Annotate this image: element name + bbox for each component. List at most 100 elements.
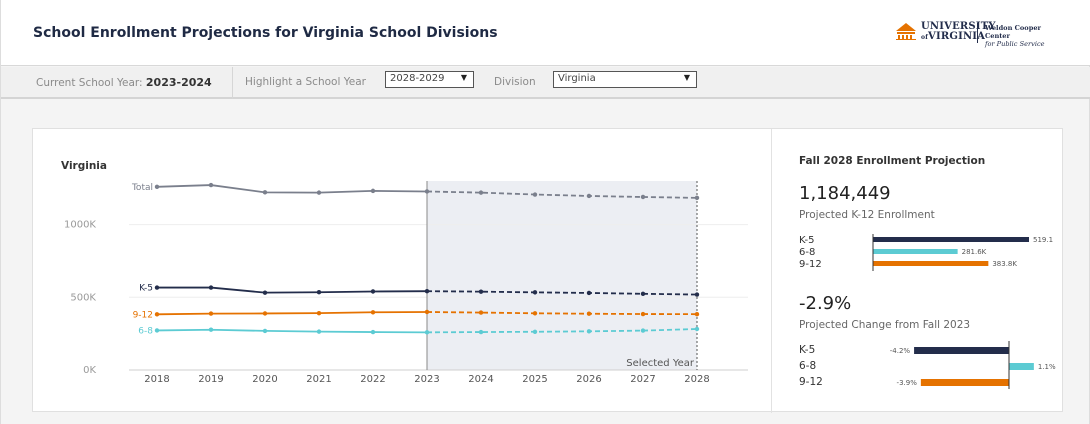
x-tick-label: 2019 (198, 374, 223, 385)
data-point (694, 326, 700, 332)
bar-category-label: 6-8 (799, 360, 816, 372)
series-line-actual (157, 286, 428, 294)
series-line-projected (426, 190, 698, 199)
chart-title: Virginia (61, 160, 107, 172)
division-select[interactable]: Virginia ▼ (553, 71, 697, 88)
bar-category-label: K-5 (799, 344, 815, 356)
division-value: Virginia (558, 73, 596, 84)
data-point (586, 290, 592, 296)
x-tick-label: 2028 (684, 374, 709, 385)
bar-value-label: 281.6K (962, 248, 987, 256)
change-bar-chart: K-5 -4.2% 6-8 1.1% 9-12 -3.9% (799, 341, 1056, 389)
university-wordmark: UNIVERSITY ofVIRGINIA (921, 22, 996, 43)
x-tick-label: 2020 (252, 374, 277, 385)
center-wordmark: Weldon Cooper Center for Public Service (985, 24, 1065, 48)
bar-value-label: 1.1% (1038, 363, 1056, 371)
data-point (694, 311, 700, 317)
series-line-actual (156, 311, 428, 316)
data-point (586, 311, 592, 316)
data-point (640, 311, 646, 317)
logo-center-line1: Weldon Cooper Center (985, 24, 1041, 40)
bar (914, 347, 1009, 354)
projection-value: 1,184,449 (799, 183, 891, 204)
bar-value-label: 519.1K (1033, 236, 1053, 244)
logo-virginia: VIRGINIA (927, 31, 986, 42)
data-point (424, 309, 430, 315)
data-point (316, 190, 322, 195)
x-tick-label: 2024 (468, 374, 493, 385)
logo-divider (977, 23, 978, 43)
highlight-year-select[interactable]: 2028-2029 ▼ (385, 71, 474, 88)
bar-value-label: -4.2% (890, 347, 911, 355)
data-point (154, 285, 160, 290)
data-point (586, 193, 592, 199)
projection-subtitle: Projected K-12 Enrollment (799, 209, 935, 221)
projection-title: Fall 2028 Enrollment Projection (799, 155, 986, 167)
series-label: 9-12 (133, 310, 153, 320)
logo-of: of (921, 34, 928, 41)
bar-category-label: K-5 (799, 235, 814, 246)
rotunda-icon (896, 23, 916, 40)
x-tick-label: 2021 (306, 374, 331, 385)
data-point (694, 195, 700, 201)
change-subtitle: Projected Change from Fall 2023 (799, 319, 971, 331)
bar-value-label: -3.9% (897, 379, 918, 387)
data-point (316, 290, 322, 295)
data-point (532, 329, 538, 334)
uva-weldon-cooper-logo[interactable]: UNIVERSITY ofVIRGINIA Weldon Cooper Cent… (895, 22, 1065, 48)
logo-university: UNIVERSITY (921, 21, 996, 32)
filter-bar: Current School Year: 2023-2024 Highlight… (1, 67, 1090, 99)
data-point (370, 329, 376, 335)
x-tick-label: 2027 (630, 374, 655, 385)
y-tick-label: 0K (83, 365, 96, 376)
data-point (424, 289, 430, 294)
enrollment-line-chart: 0K 500K 1000K 2018 2019 2020 2021 2022 2023 2024 2… (64, 181, 748, 385)
data-point (424, 330, 430, 335)
series-line-projected (426, 290, 698, 296)
data-point (694, 292, 700, 297)
bar (873, 261, 989, 266)
data-point (478, 190, 484, 195)
bar-value-label: 383.8K (992, 260, 1017, 268)
bar-category-label: 9-12 (799, 259, 822, 270)
highlight-year-label: Highlight a School Year (245, 76, 366, 88)
data-point (208, 182, 214, 188)
selected-year-label: Selected Year (626, 358, 695, 369)
data-point (478, 329, 484, 335)
x-tick-label: 2018 (144, 374, 169, 385)
data-point (370, 289, 376, 294)
current-year: Current School Year: 2023-2024 (36, 76, 212, 89)
bar (873, 249, 958, 254)
series-line-projected (426, 311, 698, 316)
highlight-year-value: 2028-2029 (390, 73, 445, 84)
bar (920, 379, 1009, 386)
current-year-label: Current School Year: (36, 77, 143, 89)
logo-center-line2: for Public Service (985, 40, 1045, 48)
filter-divider (232, 67, 233, 99)
data-point (640, 291, 646, 297)
division-label: Division (494, 76, 536, 88)
data-point (208, 285, 214, 290)
data-point (316, 329, 322, 334)
data-point (478, 289, 484, 294)
current-year-value: 2023-2024 (145, 76, 212, 89)
x-tick-label: 2022 (360, 374, 385, 385)
data-point (532, 192, 538, 197)
bar-category-label: 9-12 (799, 376, 823, 388)
data-point (586, 329, 592, 334)
x-tick-label: 2025 (522, 374, 547, 385)
x-tick-label: 2026 (576, 374, 601, 385)
series-line-projected (426, 328, 698, 334)
bar-category-label: 6-8 (799, 247, 815, 258)
data-point (262, 290, 268, 295)
page-title: School Enrollment Projections for Virgin… (33, 25, 498, 41)
series-label: K-5 (139, 284, 153, 294)
data-point (262, 311, 268, 316)
data-point (154, 328, 160, 333)
series-line-actual (156, 328, 428, 334)
main-card: Virginia 0K 500K 1000K 2018 2019 2020 2021 2022… (32, 128, 1063, 413)
y-tick-label: 1000K (64, 220, 96, 231)
bar (1009, 363, 1034, 370)
data-point (154, 184, 160, 190)
